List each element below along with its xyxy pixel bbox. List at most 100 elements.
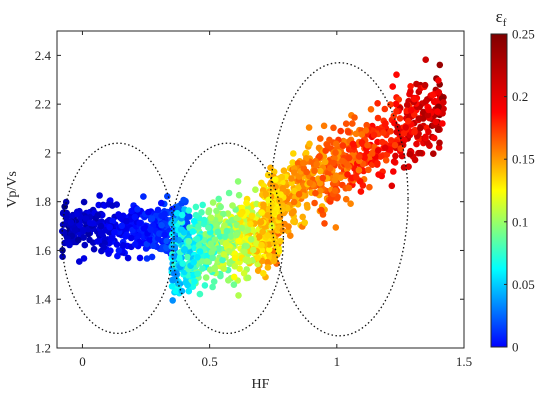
y-tick-label: 2 <box>45 145 52 160</box>
scatter-point <box>374 100 381 107</box>
scatter-point <box>311 167 318 175</box>
scatter-point <box>279 206 286 213</box>
scatter-point <box>80 226 87 234</box>
scatter-point <box>317 135 324 142</box>
scatter-point <box>161 231 168 239</box>
scatter-point <box>332 140 340 147</box>
scatter-point <box>225 277 232 284</box>
scatter-point <box>252 186 259 193</box>
scatter-point <box>275 248 283 255</box>
scatter-point <box>287 232 294 239</box>
colorbar-tick-label: 0.2 <box>512 89 528 104</box>
scatter-point <box>387 137 395 144</box>
scatter-point <box>337 127 345 135</box>
scatter-point <box>75 236 82 244</box>
scatter-point <box>264 211 272 219</box>
scatter-point <box>393 71 400 78</box>
scatter-point <box>195 223 202 230</box>
scatter-point <box>195 242 203 249</box>
scatter-point <box>127 234 135 242</box>
scatter-point <box>390 168 397 175</box>
scatter-point <box>178 211 186 219</box>
scatter-point <box>173 209 181 217</box>
scatter-point <box>213 207 220 215</box>
scatter-point <box>353 174 360 181</box>
scatter-point <box>411 156 419 164</box>
scatter-point <box>109 217 117 225</box>
scatter-point <box>382 157 390 164</box>
scatter-point <box>80 234 87 241</box>
scatter-point <box>290 218 297 225</box>
y-tick-label: 1.6 <box>35 243 52 258</box>
scatter-point <box>131 213 139 221</box>
scatter-point <box>264 264 272 271</box>
scatter-point <box>109 202 116 209</box>
scatter-point <box>332 224 340 231</box>
scatter-point <box>422 134 429 142</box>
scatter-point <box>331 187 339 194</box>
scatter-point <box>258 241 265 249</box>
scatter-point <box>277 237 284 245</box>
scatter-point <box>400 130 408 137</box>
scatter-point <box>390 158 398 165</box>
scatter-point <box>264 171 272 179</box>
scatter-point <box>244 226 252 234</box>
scatter-point <box>59 253 66 260</box>
scatter-point <box>388 182 396 190</box>
y-tick-label: 1.4 <box>35 292 52 307</box>
scatter-point <box>205 224 212 231</box>
scatter-point <box>94 212 102 219</box>
scatter-point <box>411 95 418 103</box>
scatter-point <box>258 209 266 216</box>
scatter-point <box>161 210 168 218</box>
scatter-point <box>123 217 130 225</box>
scatter-point <box>330 124 337 132</box>
x-tick-label: 1.5 <box>456 354 472 369</box>
scatter-point <box>193 235 201 243</box>
x-tick-label: 0 <box>79 354 86 369</box>
scatter-point <box>80 198 88 206</box>
scatter-point <box>105 250 112 257</box>
scatter-point <box>191 278 198 285</box>
scatter-point <box>76 222 84 229</box>
scatter-point <box>381 121 389 128</box>
scatter-point <box>199 265 206 272</box>
scatter-point <box>327 165 334 172</box>
scatter-point <box>207 214 215 221</box>
scatter-points <box>59 56 447 304</box>
scatter-point <box>322 147 330 154</box>
scatter-point <box>76 258 83 265</box>
scatter-point <box>270 210 278 217</box>
scatter-point <box>156 230 163 237</box>
scatter-point <box>256 233 263 240</box>
scatter-point <box>406 150 414 158</box>
scatter-point <box>301 219 309 226</box>
scatter-point <box>262 190 270 198</box>
scatter-point <box>211 236 219 243</box>
scatter-point <box>331 176 339 184</box>
scatter-point <box>207 240 214 248</box>
scatter-point <box>299 213 307 221</box>
scatter-point <box>235 237 243 244</box>
scatter-point <box>243 242 250 250</box>
scatter-point <box>158 221 165 229</box>
scatter-point <box>234 178 242 185</box>
scatter-point <box>254 254 261 262</box>
colorbar-title-sub: f <box>503 17 507 29</box>
colorbar-tick-label: 0 <box>512 340 519 355</box>
scatter-point <box>365 166 372 174</box>
scatter-point <box>391 141 399 149</box>
scatter-point <box>259 228 267 236</box>
scatter-point <box>291 187 298 195</box>
scatter-point <box>267 180 274 188</box>
scatter-point <box>342 195 350 203</box>
scatter-point <box>90 245 98 253</box>
scatter-point <box>185 207 193 214</box>
scatter-point <box>260 270 267 277</box>
scatter-point <box>436 61 444 69</box>
scatter-point <box>189 283 197 291</box>
scatter-point <box>361 154 368 161</box>
scatter-point <box>434 126 442 133</box>
scatter-point <box>325 170 332 177</box>
scatter-point <box>407 83 414 90</box>
